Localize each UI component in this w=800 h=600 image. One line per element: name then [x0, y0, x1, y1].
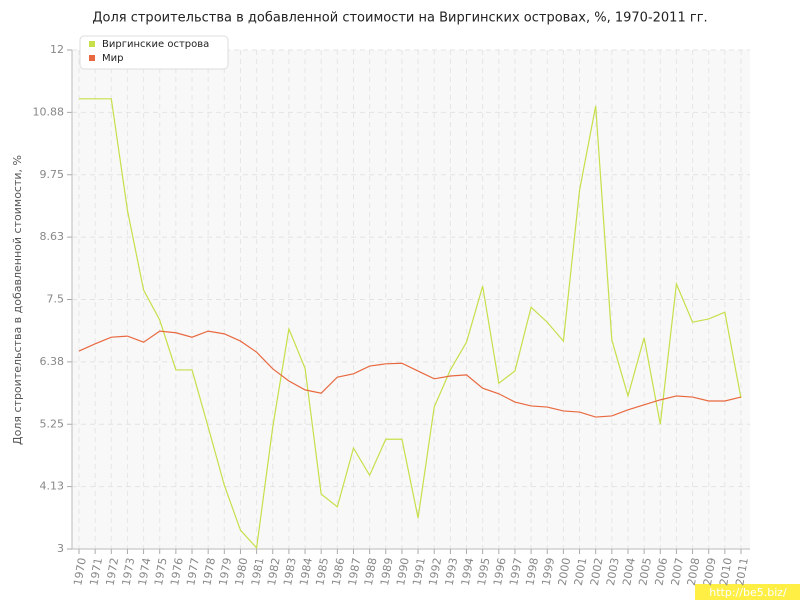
- x-tick-label: 1981: [249, 557, 267, 587]
- x-tick-label: 1984: [297, 557, 315, 587]
- chart-title: Доля строительства в добавленной стоимос…: [92, 11, 707, 26]
- legend-label: Виргинские острова: [102, 39, 209, 50]
- y-tick-label: 10.88: [33, 105, 65, 118]
- series-line: [78, 330, 742, 418]
- x-tick-label: 2008: [685, 557, 703, 587]
- x-tick-label: 2003: [604, 557, 622, 587]
- y-axis-label: Доля строительства в добавленной стоимос…: [11, 155, 24, 445]
- y-tick-label: 4.13: [40, 480, 65, 493]
- x-tick-label: 1983: [281, 557, 299, 587]
- y-tick-label: 12: [50, 43, 64, 56]
- x-tick-label: 1995: [475, 557, 493, 587]
- x-tick-label: 2009: [701, 557, 719, 587]
- y-tick-label: 9.75: [40, 168, 65, 181]
- x-tick-label: 1973: [120, 557, 138, 587]
- x-tick-label: 1979: [217, 557, 235, 587]
- x-tick-label: 1985: [313, 557, 331, 587]
- x-tick-label: 1993: [443, 557, 461, 587]
- y-tick-label: 5.25: [40, 417, 65, 430]
- x-tick-label: 2002: [588, 557, 606, 587]
- legend-swatch: [89, 55, 95, 61]
- legend-label: Мир: [102, 53, 123, 64]
- legend-box: [79, 35, 229, 70]
- x-tick-label: 2000: [556, 557, 574, 587]
- x-tick-label: 1978: [200, 557, 218, 587]
- x-tick-label: 1974: [136, 557, 154, 587]
- x-tick-label: 1992: [426, 557, 444, 587]
- x-tick-label: 1975: [152, 557, 170, 587]
- legend-swatch: [89, 41, 95, 47]
- x-tick-label: 1991: [410, 557, 428, 587]
- x-tick-label: 2010: [717, 557, 735, 587]
- x-tick-label: 2006: [653, 557, 671, 587]
- x-tick-label: 2004: [620, 557, 638, 587]
- x-tick-label: 1986: [330, 557, 348, 587]
- x-tick-label: 1982: [265, 557, 283, 587]
- x-tick-label: 1998: [523, 557, 541, 587]
- x-tick-label: 2005: [636, 557, 654, 587]
- y-tick-label: 3: [57, 542, 64, 555]
- y-tick-label: 7.5: [47, 293, 65, 306]
- x-tick-label: 1976: [168, 557, 186, 587]
- y-tick-label: 8.63: [40, 230, 65, 243]
- x-tick-label: 1988: [362, 557, 380, 587]
- x-tick-label: 2007: [669, 557, 687, 587]
- x-tick-label: 1987: [346, 557, 364, 587]
- x-tick-label: 1997: [507, 557, 525, 587]
- y-tick-label: 6.38: [40, 355, 65, 368]
- watermark-bg: [695, 584, 800, 600]
- x-tick-label: 1970: [71, 557, 89, 587]
- x-tick-label: 1999: [539, 557, 557, 587]
- series-line: [79, 98, 742, 550]
- x-tick-label: 2011: [733, 557, 751, 587]
- x-tick-label: 1990: [394, 557, 412, 587]
- x-tick-label: 1977: [184, 557, 202, 587]
- x-tick-label: 1972: [104, 557, 122, 587]
- x-tick-label: 1994: [459, 557, 477, 587]
- x-tick-label: 1971: [87, 557, 105, 587]
- x-tick-label: 1980: [233, 557, 251, 587]
- x-tick-label: 2001: [572, 557, 590, 587]
- x-tick-label: 1996: [491, 557, 509, 587]
- x-tick-label: 1989: [378, 557, 396, 587]
- watermark: http://be5.biz/: [709, 586, 787, 599]
